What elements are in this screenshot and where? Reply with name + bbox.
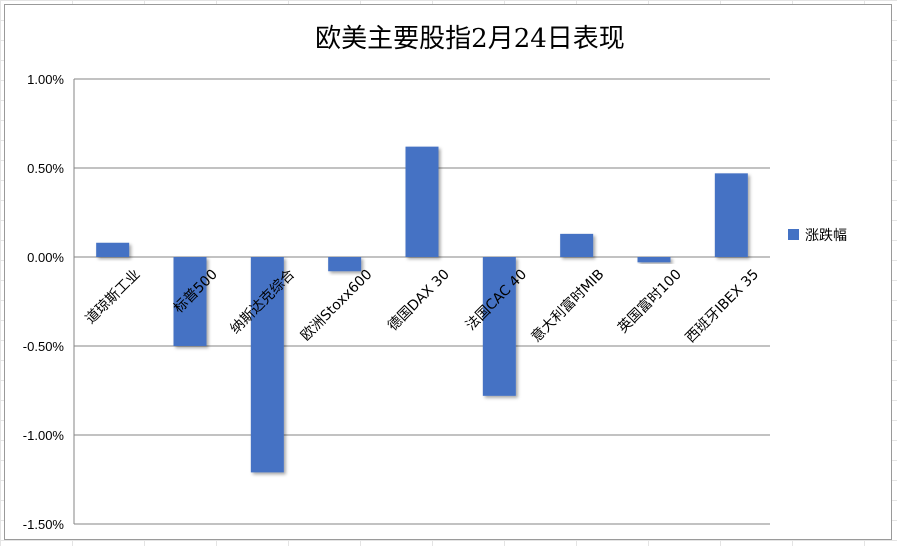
y-tick-label: 0.50% xyxy=(27,161,64,176)
y-tick-label: -0.50% xyxy=(23,339,65,354)
x-tick-label: 道琼斯工业 xyxy=(83,267,144,328)
bar[interactable] xyxy=(714,173,748,257)
y-tick-label: -1.50% xyxy=(23,517,65,532)
bar[interactable] xyxy=(173,257,207,346)
x-tick-label: 英国富时100 xyxy=(614,266,685,337)
y-tick-label: -1.00% xyxy=(23,428,65,443)
x-tick-label: 西班牙IBEX 35 xyxy=(683,267,763,347)
y-tick-label: 1.00% xyxy=(27,72,64,87)
bar[interactable] xyxy=(405,146,439,257)
bar[interactable] xyxy=(637,257,671,263)
x-tick-label: 德国DAX 30 xyxy=(385,267,453,335)
y-tick-label: 0.00% xyxy=(27,250,64,265)
bar[interactable] xyxy=(96,242,130,257)
legend-swatch xyxy=(788,229,799,240)
bar[interactable] xyxy=(328,257,362,272)
chart-title: 欧美主要股指2月24日表现 xyxy=(315,24,625,54)
x-tick-label: 意大利富时MIB xyxy=(528,266,608,346)
bar[interactable] xyxy=(250,257,284,473)
x-tick-label: 欧洲Stoxx600 xyxy=(298,267,376,345)
legend-label: 涨跌幅 xyxy=(805,228,847,244)
bar[interactable] xyxy=(560,233,594,257)
chart-area[interactable] xyxy=(4,4,892,540)
bar[interactable] xyxy=(482,257,516,396)
